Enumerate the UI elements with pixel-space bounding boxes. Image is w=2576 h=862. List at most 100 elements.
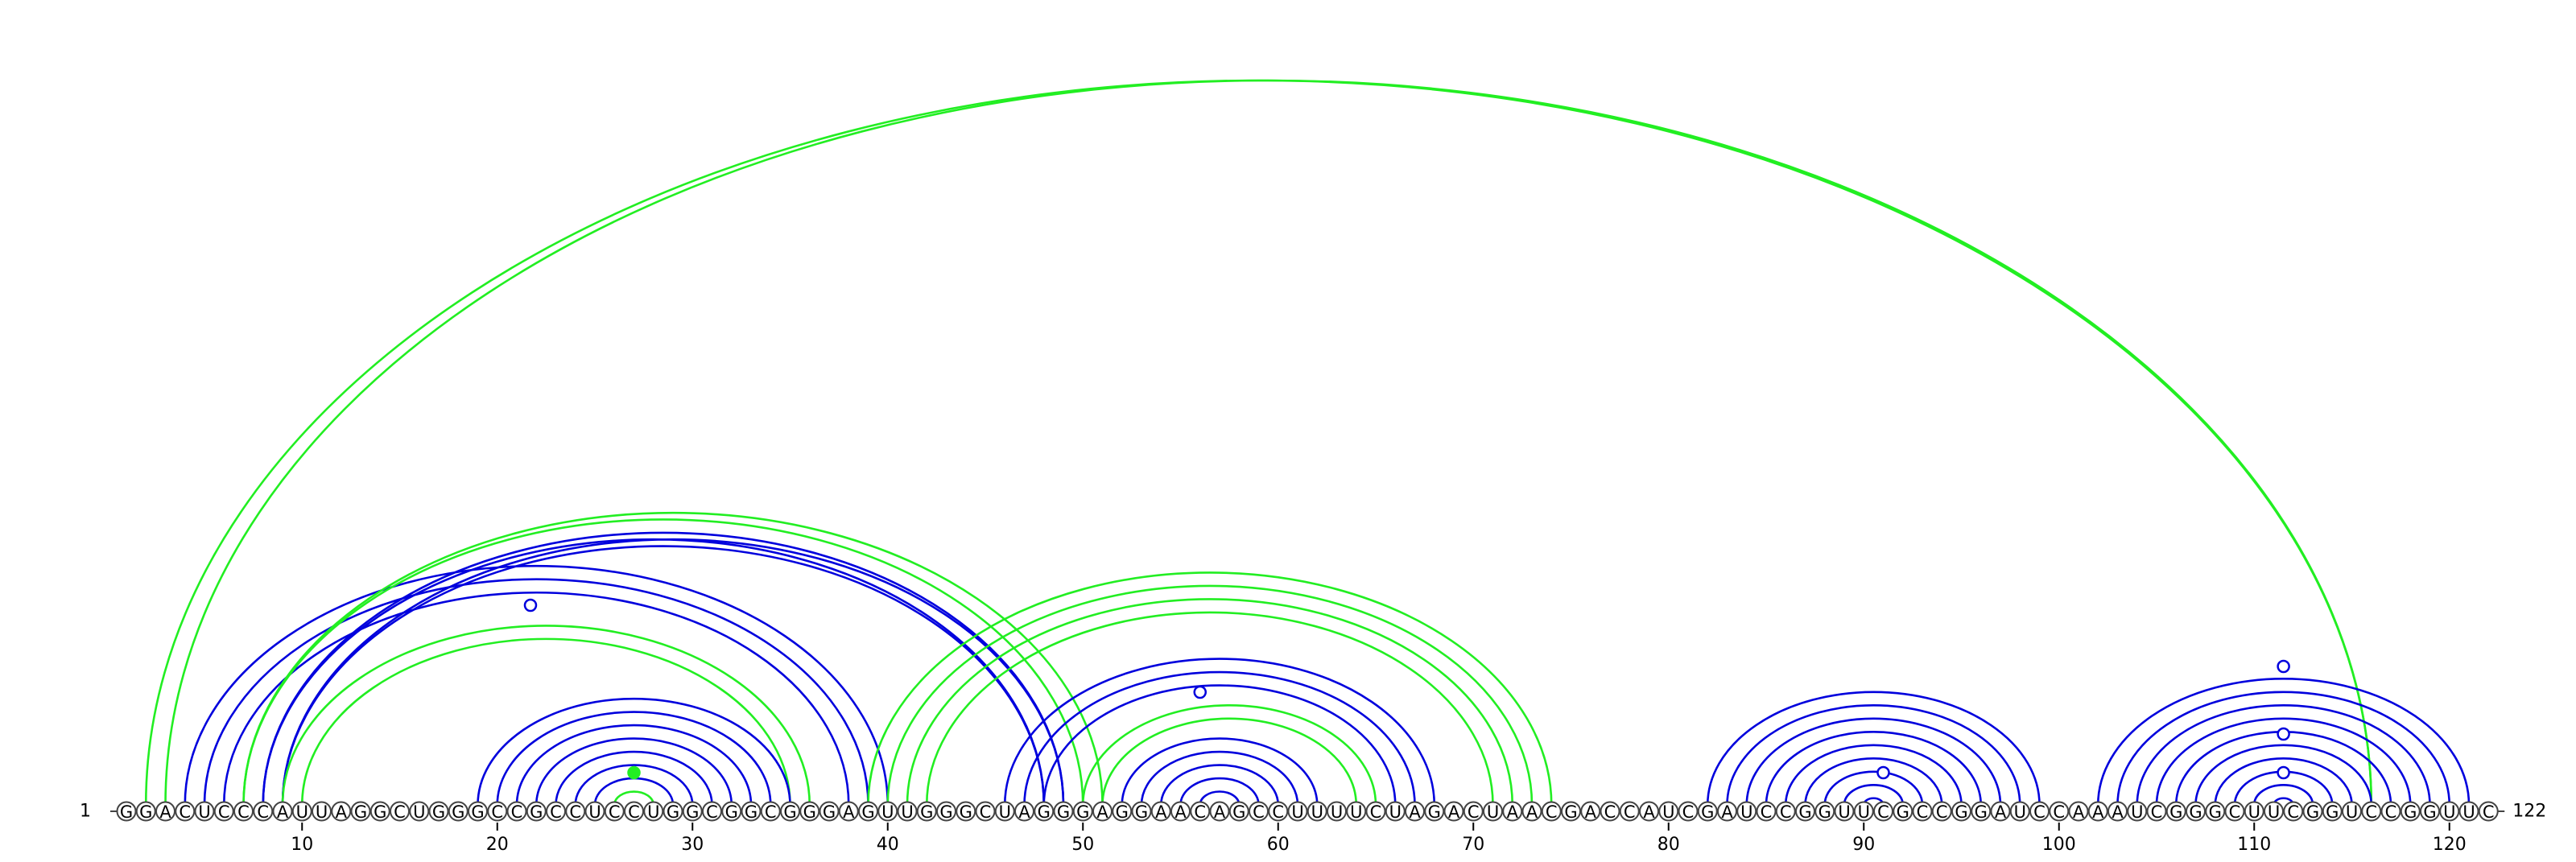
nucleotide: A [1150,801,1171,822]
nucleotide-circle [2146,801,2167,822]
nucleotide-circle [2186,801,2206,822]
nucleotide-letter: G [1116,802,1129,822]
pair-arc-46-68 [1003,658,1436,806]
nucleotide-letter: G [2423,802,2436,822]
nucleotide-letter: U [1291,802,1303,822]
pair-arc-47-67 [1023,670,1416,806]
nucleotide-circle [213,801,234,822]
nucleotide: A [1209,801,1230,822]
nucleotide: G [1697,801,1718,822]
nucleotide-letter: U [999,802,1011,822]
nucleotide: U [2009,801,2030,822]
nucleotide-letter: A [1155,802,1167,822]
nucleotide-circle [487,801,508,822]
nucleotide: U [2127,801,2148,822]
nucleotide: A [1014,801,1034,822]
nucleotide-circle [1443,801,1464,822]
nucleotide: C [1365,801,1386,822]
nucleotide-letter: C [1370,802,1382,822]
nucleotide: G [1971,801,1992,822]
nucleotide-letter: C [1253,802,1265,822]
nucleotide-letter: G [2189,802,2202,822]
tick-label: 10 [291,835,313,855]
nucleotide-circle [2264,801,2284,822]
nucleotide-circle [1990,801,2011,822]
nucleotide: U [312,801,332,822]
pair-arc-82-99 [1706,691,2041,806]
pair-arc-7-50 [242,518,1084,806]
nucleotide: C [1756,801,1777,822]
position-ticks: 10 20 30 40 50 60 70 80 90 100 110 120 [291,823,2467,855]
nucleotide-letter: A [1096,802,1108,822]
nucleotide-circle [643,801,664,822]
nucleotide-circle [390,801,410,822]
nucleotide-circle [116,801,137,822]
nucleotide: U [409,801,430,822]
nucleotide-circle [2380,801,2401,822]
nucleotide: C [760,801,781,822]
nucleotide: G [369,801,390,822]
nucleotide: A [2107,801,2128,822]
nucleotide-letter: C [2483,802,2495,822]
nucleotide-circle [604,801,625,822]
nucleotide: G [721,801,742,822]
pair-arc-9-48 [281,545,1046,806]
pair-arc-55-59 [1179,777,1260,806]
pair-arc-83-98 [1726,704,2021,806]
nucleotide-letter: G [725,802,738,822]
nucleotide-letter: G [1232,802,1245,822]
nucleotide-circle [956,801,976,822]
nucleotide-circle [2009,801,2030,822]
nucleotide-letter: G [2169,802,2182,822]
nucleotide: C [233,801,254,822]
nucleotide: C [2361,801,2382,822]
nucleotide-letter: G [1818,802,1831,822]
nucleotide-circle [2420,801,2440,822]
nucleotide-letter: C [1624,802,1636,822]
nucleotide: A [838,801,859,822]
pair-arc-108-115 [2214,757,2353,806]
nucleotide: C [2029,801,2050,822]
nucleotide-circle [877,801,898,822]
nucleotide-circle [1249,801,1269,822]
nucleotide: C [487,801,508,822]
nucleotide: A [1639,801,1659,822]
nucleotide-circle [448,801,469,822]
pair-arc-52-62 [1121,737,1319,806]
nucleotide-circle [272,801,293,822]
nucleotide: U [2342,801,2362,822]
nucleotide-circle [194,801,215,822]
nucleotide: U [1307,801,1327,822]
nucleotide-letter: U [2443,802,2455,822]
nucleotide-circle [1795,801,1815,822]
nucleotide-circle [2087,801,2108,822]
nucleotide: U [1346,801,1367,822]
pair-arc-24-30 [574,764,694,806]
nucleotide-letter: G [803,802,816,822]
nucleotide-letter: A [1448,802,1460,822]
nucleotide: C [1268,801,1289,822]
nucleotide-circle [2127,801,2148,822]
nucleotide-circle [1424,801,1445,822]
tick-label: 30 [681,835,704,855]
nucleotide: G [350,801,371,822]
nucleotide: G [799,801,820,822]
nucleotide: A [1405,801,1425,822]
nucleotide: G [526,801,547,822]
nucleotide-letter: C [2053,802,2065,822]
markers-layer [523,598,2290,780]
nucleotide: G [2400,801,2421,822]
tick-label: 120 [2433,835,2467,855]
nucleotide-letter: A [336,802,348,822]
nucleotide-letter: G [139,802,152,822]
tick-label: 50 [1071,835,1094,855]
nucleotide-letter: A [1721,802,1733,822]
nucleotide-circle [799,801,820,822]
nucleotide: U [2458,801,2479,822]
nucleotide-letter: C [1877,802,1889,822]
nucleotide: U [2439,801,2460,822]
nucleotide: C [175,801,196,822]
nucleotide-letter: A [1214,802,1226,822]
nucleotide-letter: A [1507,802,1519,822]
